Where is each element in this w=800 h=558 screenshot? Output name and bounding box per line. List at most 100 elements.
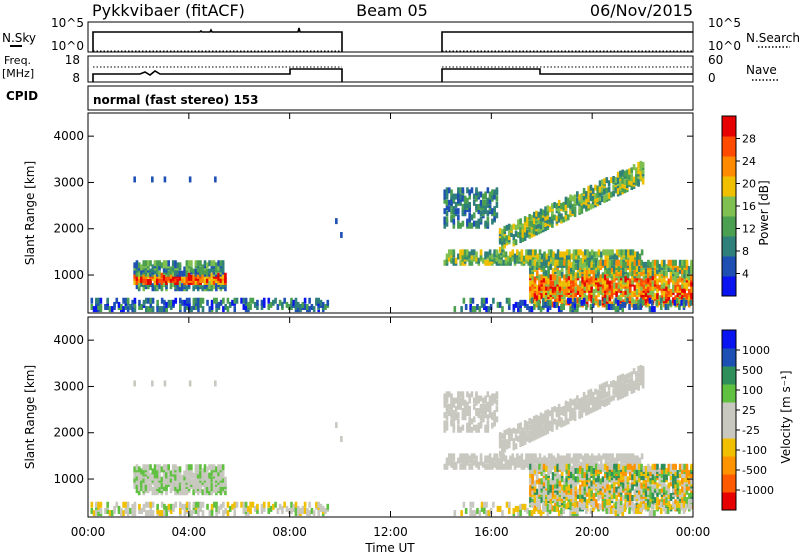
- power-cell: [565, 272, 569, 279]
- power-cell: [669, 288, 673, 295]
- velocity-cell: [131, 510, 134, 517]
- velocity-cell: [199, 501, 203, 508]
- velocity-cell: [546, 421, 550, 428]
- velocity-cell: [142, 464, 146, 471]
- power-cell: [578, 206, 581, 213]
- velocity-cell: [681, 486, 684, 493]
- date-title: 06/Nov/2015: [590, 1, 693, 20]
- power-cell: [618, 249, 621, 256]
- velocity-cell: [628, 382, 631, 389]
- power-cell: [635, 280, 639, 287]
- velocity-cell: [140, 485, 143, 492]
- power-cell: [199, 297, 203, 304]
- power-cell: [658, 274, 662, 281]
- velocity-cell: [660, 482, 664, 489]
- power-cell: [575, 253, 578, 260]
- power-cell: [663, 263, 666, 270]
- power-cell: [188, 297, 191, 304]
- power-cell: [183, 270, 186, 277]
- power-cell: [560, 280, 564, 287]
- power-cell: [579, 249, 583, 256]
- power-cell: [644, 286, 648, 293]
- velocity-cell: [585, 403, 588, 410]
- velocity-cell: [562, 405, 566, 412]
- velocity-cell: [192, 507, 196, 514]
- velocity-cell: [596, 393, 600, 400]
- velocity-cell: [457, 424, 460, 431]
- power-cell: [479, 216, 483, 223]
- power-cell: [625, 179, 629, 186]
- power-cell: [493, 257, 496, 264]
- power-cell: [622, 261, 625, 268]
- power-cell: [667, 266, 671, 273]
- velocity-cell: [585, 463, 589, 470]
- velocity-cell: [578, 398, 581, 405]
- freq-tick-low: 8: [72, 71, 80, 85]
- power-cell: [126, 306, 130, 313]
- velocity-cell: [233, 501, 237, 508]
- velocity-cell: [517, 505, 520, 512]
- power-cell: [526, 221, 529, 228]
- velocity-cell: [631, 453, 635, 460]
- power-cell: [659, 303, 663, 310]
- colorbar-swatch: [722, 348, 736, 367]
- power-cell: [183, 266, 186, 273]
- power-cell: [597, 291, 600, 298]
- velocity-cell: [124, 507, 128, 514]
- power-cell: [558, 276, 562, 283]
- velocity-cell: [651, 478, 655, 485]
- velocity-cell: [165, 464, 168, 471]
- velocity-cell: [475, 391, 478, 398]
- power-cell: [619, 170, 622, 177]
- velocity-cell: [690, 472, 693, 479]
- power-cell: [228, 301, 232, 308]
- power-cell: [129, 303, 132, 310]
- velocity-cell: [470, 463, 474, 470]
- velocity-cell: [667, 492, 671, 499]
- velocity-cell: [506, 459, 510, 466]
- power-cell: [495, 187, 499, 194]
- power-cell: [556, 274, 559, 281]
- power-cell: [529, 259, 532, 266]
- power-cell: [133, 268, 136, 275]
- power-cell: [484, 251, 487, 258]
- velocity-cell: [545, 482, 548, 489]
- velocity-cell: [477, 395, 481, 402]
- power-cell: [452, 257, 456, 264]
- velocity-cell: [151, 501, 155, 508]
- velocity-cell: [588, 465, 591, 472]
- velocity-cell: [267, 507, 271, 514]
- power-cell: [632, 164, 636, 171]
- power-cell: [650, 299, 654, 306]
- power-cell: [601, 282, 605, 289]
- velocity-cell: [663, 480, 666, 487]
- power-cell: [514, 301, 518, 308]
- velocity-cell: [476, 507, 479, 514]
- power-cell: [181, 270, 184, 277]
- velocity-cell: [569, 501, 572, 508]
- power-cell: [162, 281, 166, 288]
- power-cell: [651, 295, 655, 302]
- velocity-cell: [260, 503, 264, 510]
- velocity-cell: [473, 510, 477, 517]
- velocity-cell: [604, 472, 607, 479]
- power-cell: [466, 201, 469, 208]
- velocity-cell: [169, 470, 173, 477]
- velocity-cell: [201, 468, 205, 475]
- velocity-cell: [484, 403, 487, 410]
- power-cell: [577, 253, 580, 260]
- power-cell: [589, 203, 593, 210]
- velocity-cell: [461, 412, 465, 419]
- velocity-cell: [576, 476, 580, 483]
- power-cell: [569, 278, 573, 285]
- velocity-cell: [572, 490, 575, 497]
- velocity-cell: [687, 484, 691, 491]
- velocity-cell: [590, 480, 594, 487]
- velocity-cell: [556, 453, 560, 460]
- velocity-cell: [485, 501, 488, 508]
- power-cell: [120, 303, 123, 310]
- power-cell: [681, 286, 684, 293]
- power-cell: [450, 214, 453, 221]
- power-cell: [256, 303, 259, 310]
- colorbar-tick-label: -1000: [742, 484, 774, 497]
